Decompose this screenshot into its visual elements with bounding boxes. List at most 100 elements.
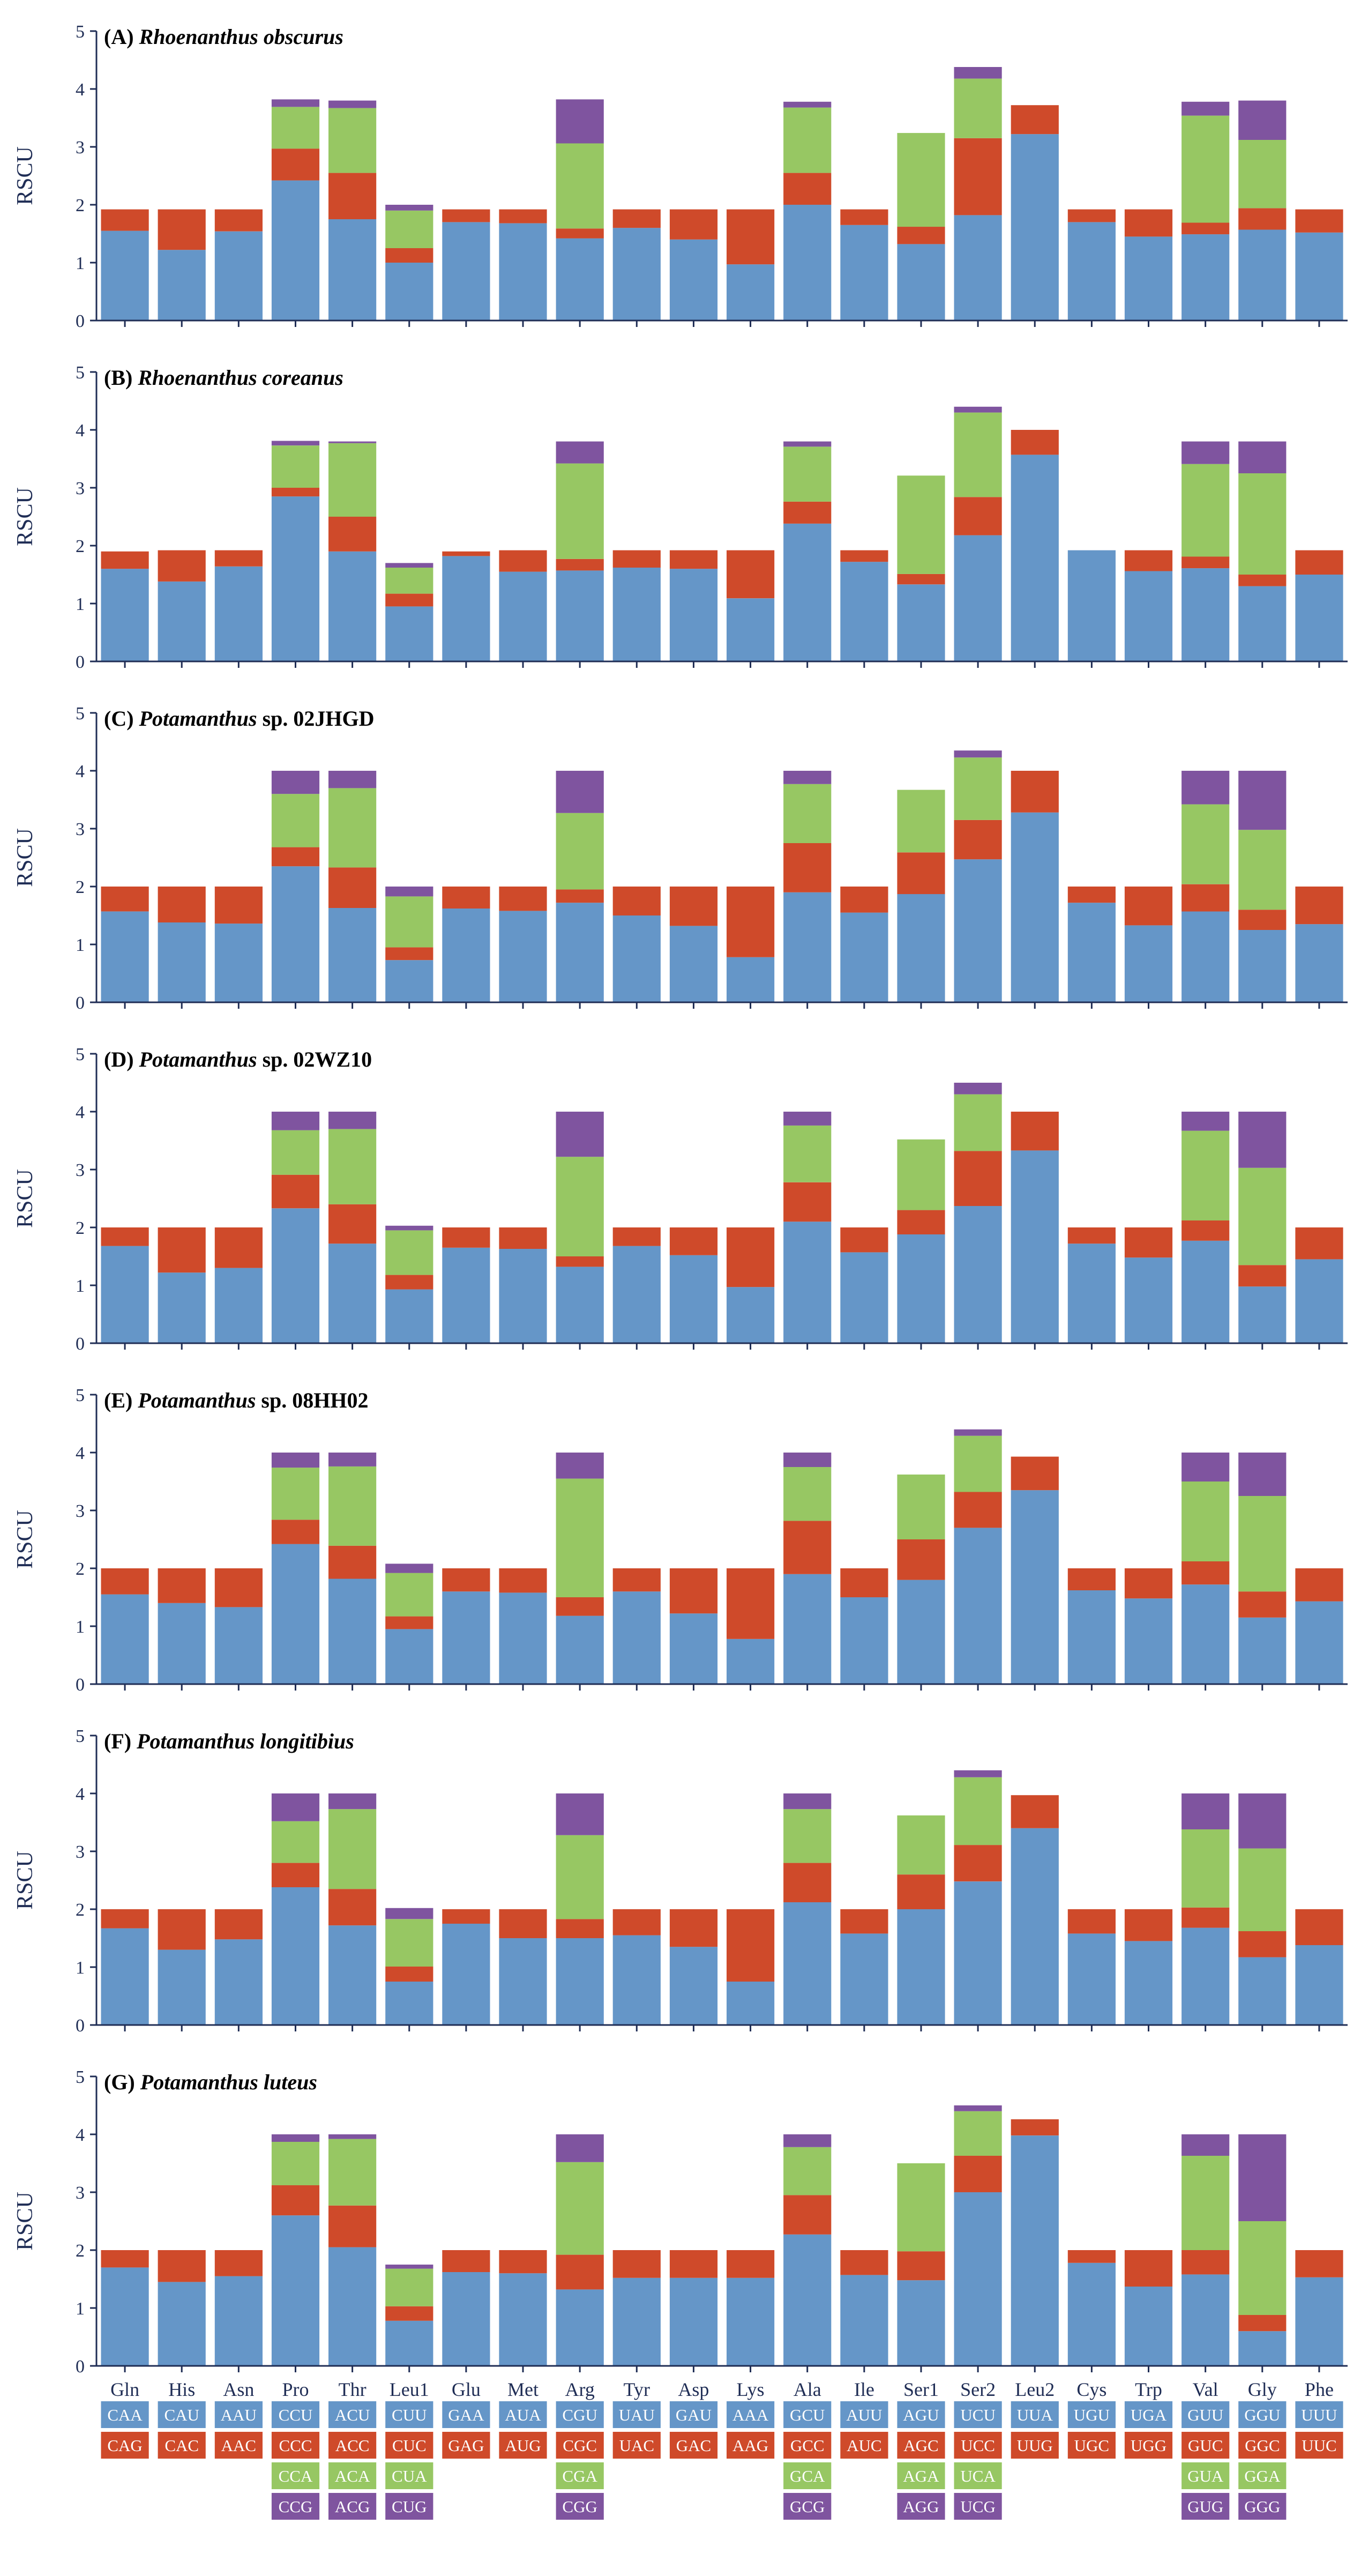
- bar-segment: [328, 1129, 377, 1204]
- bar-segment: [669, 1947, 718, 2025]
- bar-segment: [840, 562, 888, 661]
- bar-segment: [1295, 1601, 1343, 1684]
- bar-segment: [954, 1881, 1002, 2025]
- bar-segment: [1124, 925, 1173, 1002]
- bar-segment: [1181, 1561, 1230, 1585]
- bar-segment: [328, 788, 377, 868]
- bar-segment: [954, 2156, 1002, 2192]
- codon-label: UCG: [960, 2497, 995, 2516]
- bar-segment: [954, 406, 1002, 413]
- codon-label: AGG: [903, 2497, 939, 2516]
- bar-segment: [101, 569, 149, 661]
- codon-label: AUA: [505, 2406, 541, 2424]
- bar-segment: [499, 223, 547, 321]
- codon-label: UCU: [960, 2406, 995, 2424]
- category-label: Val: [1193, 2379, 1218, 2400]
- y-tick-label: 3: [76, 820, 85, 839]
- bar-segment: [271, 441, 320, 446]
- bar-segment: [1181, 115, 1230, 223]
- codon-label: UCA: [960, 2467, 996, 2485]
- bar-segment: [556, 1112, 604, 1157]
- bar-segment: [158, 250, 206, 321]
- bar-segment: [783, 1863, 832, 1902]
- bar-segment: [1067, 1590, 1116, 1684]
- bar-segment: [954, 1083, 1002, 1095]
- category-label: Phe: [1305, 2379, 1334, 2400]
- bar-segment: [214, 1939, 263, 2025]
- codon-swatch: [954, 2493, 1002, 2520]
- bar-segment: [556, 143, 604, 229]
- bar-segment: [669, 1568, 718, 1614]
- codon-label: GGC: [1245, 2436, 1280, 2455]
- bar-segment: [328, 551, 377, 661]
- bar-segment: [556, 903, 604, 1002]
- y-tick-label: 5: [76, 2067, 85, 2087]
- codon-swatch: [783, 2401, 832, 2428]
- bar-segment: [783, 107, 832, 173]
- bar-segment: [840, 2275, 888, 2366]
- bar-segment: [328, 1453, 377, 1466]
- panel-species: Potamanthus longitibius: [136, 1729, 354, 1753]
- panel-title: (E) Potamanthus sp. 08HH02: [104, 1388, 368, 1412]
- bar-segment: [612, 1909, 661, 1935]
- bar-segment: [271, 794, 320, 847]
- bar-segment: [897, 852, 945, 895]
- category-label: Arg: [565, 2379, 594, 2400]
- panel-label: (D): [104, 1047, 139, 1071]
- codon-swatch: [328, 2432, 377, 2459]
- bar-segment: [1238, 2315, 1287, 2332]
- bar-segment: [499, 2273, 547, 2366]
- category-label: Gln: [110, 2379, 139, 2400]
- codon-label: CUG: [392, 2497, 427, 2516]
- bar-segment: [499, 1249, 547, 1343]
- codon-label: CGC: [563, 2436, 597, 2455]
- bar-segment: [271, 1821, 320, 1863]
- codon-swatch: [158, 2401, 206, 2428]
- bar-segment: [840, 209, 888, 225]
- bar-segment: [954, 1777, 1002, 1845]
- codon-label: GGU: [1244, 2406, 1280, 2424]
- bar-segment: [612, 1935, 661, 2025]
- amino-acid-labels: Gln His Asn Pro Thr Leu1 Glu Met Arg Tyr Asp Lys Ala…: [110, 2379, 1334, 2400]
- category-label: Thr: [339, 2379, 367, 2400]
- bar-segment: [385, 2265, 433, 2269]
- bar-segment: [271, 180, 320, 321]
- codon-swatch: [271, 2493, 320, 2520]
- codon-label: UUU: [1301, 2406, 1337, 2424]
- bar-segment: [214, 209, 263, 232]
- bar-segment: [1238, 1617, 1287, 1684]
- bar-segment: [271, 2134, 320, 2142]
- bar-segment: [1011, 771, 1059, 813]
- codon-label: UCC: [961, 2436, 995, 2455]
- bar-segment: [158, 1949, 206, 2025]
- bar-segment: [669, 2250, 718, 2278]
- bar-segment: [840, 1568, 888, 1597]
- bar-segment: [442, 2272, 490, 2366]
- bar-segment: [612, 915, 661, 1002]
- bar-segment: [897, 1475, 945, 1539]
- bar-segment: [442, 551, 490, 556]
- bar-segment: [556, 2134, 604, 2162]
- codon-swatch: [1295, 2432, 1343, 2459]
- bar-segment: [1295, 1568, 1343, 1602]
- bar-segment: [954, 1151, 1002, 1206]
- codon-swatch: [783, 2462, 832, 2489]
- bar-segment: [783, 1521, 832, 1574]
- bar-segment: [556, 2289, 604, 2366]
- bar-segment: [271, 488, 320, 497]
- bar-segment: [1238, 1453, 1287, 1496]
- bar-segment: [328, 1579, 377, 1684]
- bar-segment: [783, 101, 832, 108]
- bar-segment: [727, 209, 775, 265]
- bar-segment: [214, 887, 263, 924]
- bar-segment: [1067, 1933, 1116, 2025]
- codon-swatch: [271, 2432, 320, 2459]
- bar-segment: [669, 239, 718, 321]
- y-tick-label: 0: [76, 993, 85, 1013]
- codon-label: UGG: [1131, 2436, 1166, 2455]
- y-tick-label: 3: [76, 138, 85, 158]
- panel-species: Potamanthus: [137, 1388, 256, 1412]
- bar-segment: [727, 598, 775, 661]
- bar-segment: [1181, 1130, 1230, 1220]
- codon-swatch: [271, 2401, 320, 2428]
